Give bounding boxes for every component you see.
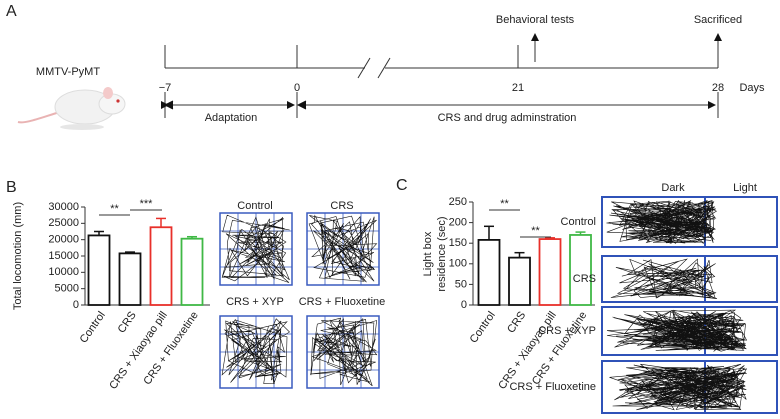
unit-label: Days — [739, 82, 765, 94]
timeline-tick-label: 21 — [512, 82, 524, 94]
track-trace — [606, 199, 718, 244]
light-dark-label: CRS + XYP — [538, 325, 596, 337]
x-tick-label: CRS + Xiaoyao pill — [107, 310, 170, 392]
significance-label: *** — [140, 198, 154, 210]
y-tick-label: 100 — [449, 258, 467, 270]
column-label: Light — [733, 182, 757, 194]
y-tick-label: 0 — [461, 299, 467, 311]
bar — [477, 239, 501, 306]
significance-label: ** — [110, 203, 119, 215]
timeline-tick-label: −7 — [159, 82, 172, 94]
panel-label: B — [6, 179, 17, 196]
bar — [149, 226, 173, 306]
track-trace — [609, 363, 748, 411]
mouse-illustration — [17, 87, 126, 130]
panel-label: A — [6, 3, 17, 20]
bar — [538, 238, 562, 306]
track-trace — [221, 318, 290, 385]
event-label: Behavioral tests — [496, 14, 575, 26]
significance-label: ** — [500, 198, 509, 210]
strain-label: MMTV-PyMT — [36, 66, 100, 78]
significance-label: ** — [531, 225, 540, 237]
bar — [118, 252, 142, 306]
timeline-tick-label: 28 — [712, 82, 724, 94]
event-label: Sacrificed — [694, 14, 742, 26]
phase-label: Adaptation — [205, 112, 258, 124]
open-field-label: Control — [237, 200, 272, 212]
bar — [180, 237, 204, 306]
open-field-label: CRS + Fluoxetine — [299, 296, 386, 308]
y-tick-label: 0 — [73, 299, 79, 311]
column-label: Dark — [661, 182, 685, 194]
y-tick-label: 200 — [449, 217, 467, 229]
track-trace — [610, 258, 718, 299]
y-axis-title: Total locomotion (mm) — [12, 202, 24, 310]
light-dark-label: Control — [561, 216, 596, 228]
x-tick-label: CRS + Xiaoyao pill — [496, 310, 559, 392]
light-dark-label: CRS — [573, 273, 596, 285]
y-tick-label: 25000 — [48, 217, 79, 229]
panel-label: C — [396, 177, 408, 194]
light-dark-label: CRS + Fluoxetine — [509, 381, 596, 393]
bar — [87, 234, 111, 306]
y-tick-label: 10000 — [48, 266, 79, 278]
y-tick-label: 150 — [449, 237, 467, 249]
y-tick-label: 20000 — [48, 234, 79, 246]
x-tick-label: CRS + Fluoxetine — [141, 310, 200, 388]
y-tick-label: 50 — [455, 278, 467, 290]
bar — [569, 234, 592, 306]
x-tick-label: Control — [78, 310, 108, 346]
y-axis-title: Light box — [422, 231, 434, 276]
x-tick-label: CRS + Fluoxetine — [530, 310, 589, 388]
y-tick-label: 30000 — [48, 201, 79, 213]
timeline-tick-label: 0 — [294, 82, 300, 94]
phase-label: CRS and drug adminstration — [438, 112, 577, 124]
x-tick-label: Control — [468, 310, 498, 346]
y-tick-label: 5000 — [55, 283, 79, 295]
open-field-label: CRS — [330, 200, 353, 212]
bar — [508, 256, 531, 306]
y-tick-label: 250 — [449, 196, 467, 208]
y-axis-title: residence (sec) — [436, 216, 448, 291]
x-tick-label: CRS — [116, 310, 139, 336]
timeline — [161, 33, 722, 118]
track-trace — [308, 214, 378, 283]
track-trace — [221, 214, 290, 283]
open-field-label: CRS + XYP — [226, 296, 284, 308]
track-trace — [309, 317, 378, 387]
x-tick-label: CRS — [505, 310, 528, 336]
y-tick-label: 15000 — [48, 250, 79, 262]
track-trace — [606, 309, 748, 352]
